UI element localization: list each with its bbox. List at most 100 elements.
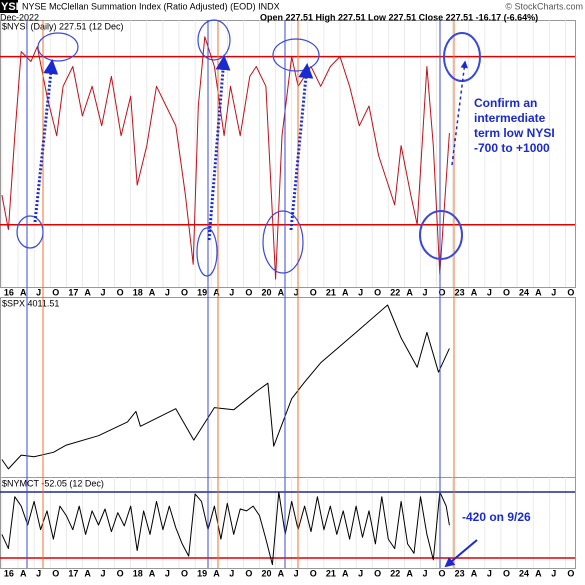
circle (16, 215, 44, 249)
x-tick-label: J (101, 287, 106, 297)
x-tick-label: A (535, 568, 542, 578)
x-tick-label: J (36, 287, 41, 297)
x-tick-label: A (535, 287, 542, 297)
annotation: -700 to +1000 (474, 141, 550, 155)
circle (196, 227, 218, 277)
x-tick-label: J (229, 287, 234, 297)
x-tick-label: O (245, 568, 252, 578)
x-tick-label: 23 (455, 287, 465, 297)
x-tick-label: O (439, 568, 446, 578)
legend-label: $NYMCT -52.05 (12 Dec) (2, 478, 104, 488)
x-tick-label: O (567, 568, 574, 578)
arrow (289, 63, 314, 231)
series-line (1, 304, 450, 470)
x-tick-label: A (20, 568, 27, 578)
circle (262, 210, 304, 274)
symbol: YSI (1, 1, 19, 13)
x-tick-label: J (101, 568, 106, 578)
x-tick-label: O (52, 568, 59, 578)
x-tick-label: J (229, 568, 234, 578)
x-tick-label: 21 (326, 287, 336, 297)
x-tick-label: J (551, 568, 556, 578)
annotation: intermediate (474, 111, 546, 125)
quote: Open 227.51 High 227.51 Low 227.51 Close… (260, 12, 538, 22)
arrow (207, 55, 231, 241)
x-tick-label: 19 (197, 287, 207, 297)
x-tick-label: J (358, 287, 363, 297)
x-tick-label: O (439, 287, 446, 297)
legend-label: $NYSI (Daily) 227.51 (12 Dec) (2, 21, 124, 31)
x-tick-label: 17 (68, 287, 78, 297)
x-tick-label: 19 (197, 568, 207, 578)
x-tick-label: J (487, 287, 492, 297)
x-tick-label: 22 (390, 568, 400, 578)
annotation: -420 on 9/26 (462, 510, 531, 524)
x-tick-label: O (117, 287, 124, 297)
x-tick-label: 16 (4, 287, 14, 297)
x-tick-label: A (342, 287, 349, 297)
x-tick-label: J (165, 568, 170, 578)
x-tick-label: O (52, 287, 59, 297)
x-tick-label: J (36, 568, 41, 578)
x-tick-label: 17 (68, 568, 78, 578)
arrows (33, 55, 478, 568)
x-tick-label: A (406, 568, 413, 578)
x-tick-label: A (278, 287, 285, 297)
circle (197, 19, 231, 61)
x-tick-label: 18 (133, 568, 143, 578)
x-tick-label: O (503, 287, 510, 297)
circle (419, 210, 463, 260)
x-tick-label: A (84, 568, 91, 578)
x-tick-label: 20 (261, 568, 271, 578)
x-tick-label: A (149, 568, 156, 578)
x-tick-label: A (149, 287, 156, 297)
x-tick-label: O (374, 287, 381, 297)
x-tick-label: J (422, 568, 427, 578)
x-tick-label: 16 (4, 568, 14, 578)
series-line (1, 36, 450, 280)
x-tick-label: A (471, 568, 478, 578)
circle (272, 38, 320, 72)
x-tick-label: J (165, 287, 170, 297)
x-tick-label: 24 (519, 287, 529, 297)
x-tick-label: A (84, 287, 91, 297)
vertical-markers (26, 20, 455, 568)
series-line (1, 491, 450, 566)
x-tick-label: A (213, 568, 220, 578)
x-tick-label: O (245, 287, 252, 297)
panel-frame (0, 477, 576, 569)
annotation: Confirm an (474, 96, 537, 110)
arrow (33, 59, 59, 223)
annotation: term low NYSI (474, 126, 555, 140)
x-tick-label: O (567, 287, 574, 297)
x-tick-label: O (181, 287, 188, 297)
x-tick-label: A (471, 287, 478, 297)
x-tick-label: 24 (519, 568, 529, 578)
legend-label: $SPX 4011.51 (2, 298, 59, 308)
x-tick-label: O (117, 568, 124, 578)
x-tick-label: A (406, 287, 413, 297)
x-tick-label: 23 (455, 568, 465, 578)
arrow (451, 60, 468, 166)
symbol-box (0, 0, 18, 13)
x-tick-label: J (551, 287, 556, 297)
x-tick-label: O (503, 568, 510, 578)
x-tick-label: J (294, 287, 299, 297)
x-tick-label: J (422, 287, 427, 297)
x-tick-label: 21 (326, 568, 336, 578)
x-tick-label: O (310, 568, 317, 578)
x-tick-label: J (487, 568, 492, 578)
x-tick-label: O (310, 287, 317, 297)
title: NYSE McClellan Summation Index (Ratio Ad… (22, 1, 280, 11)
x-tick-label: O (181, 568, 188, 578)
x-tick-label: 20 (261, 287, 271, 297)
panel-frame (0, 20, 576, 288)
x-tick-label: A (20, 287, 27, 297)
x-tick-label: O (374, 568, 381, 578)
x-tick-label: 22 (390, 287, 400, 297)
x-tick-label: A (278, 568, 285, 578)
arrow (444, 539, 478, 568)
x-tick-label: J (294, 568, 299, 578)
